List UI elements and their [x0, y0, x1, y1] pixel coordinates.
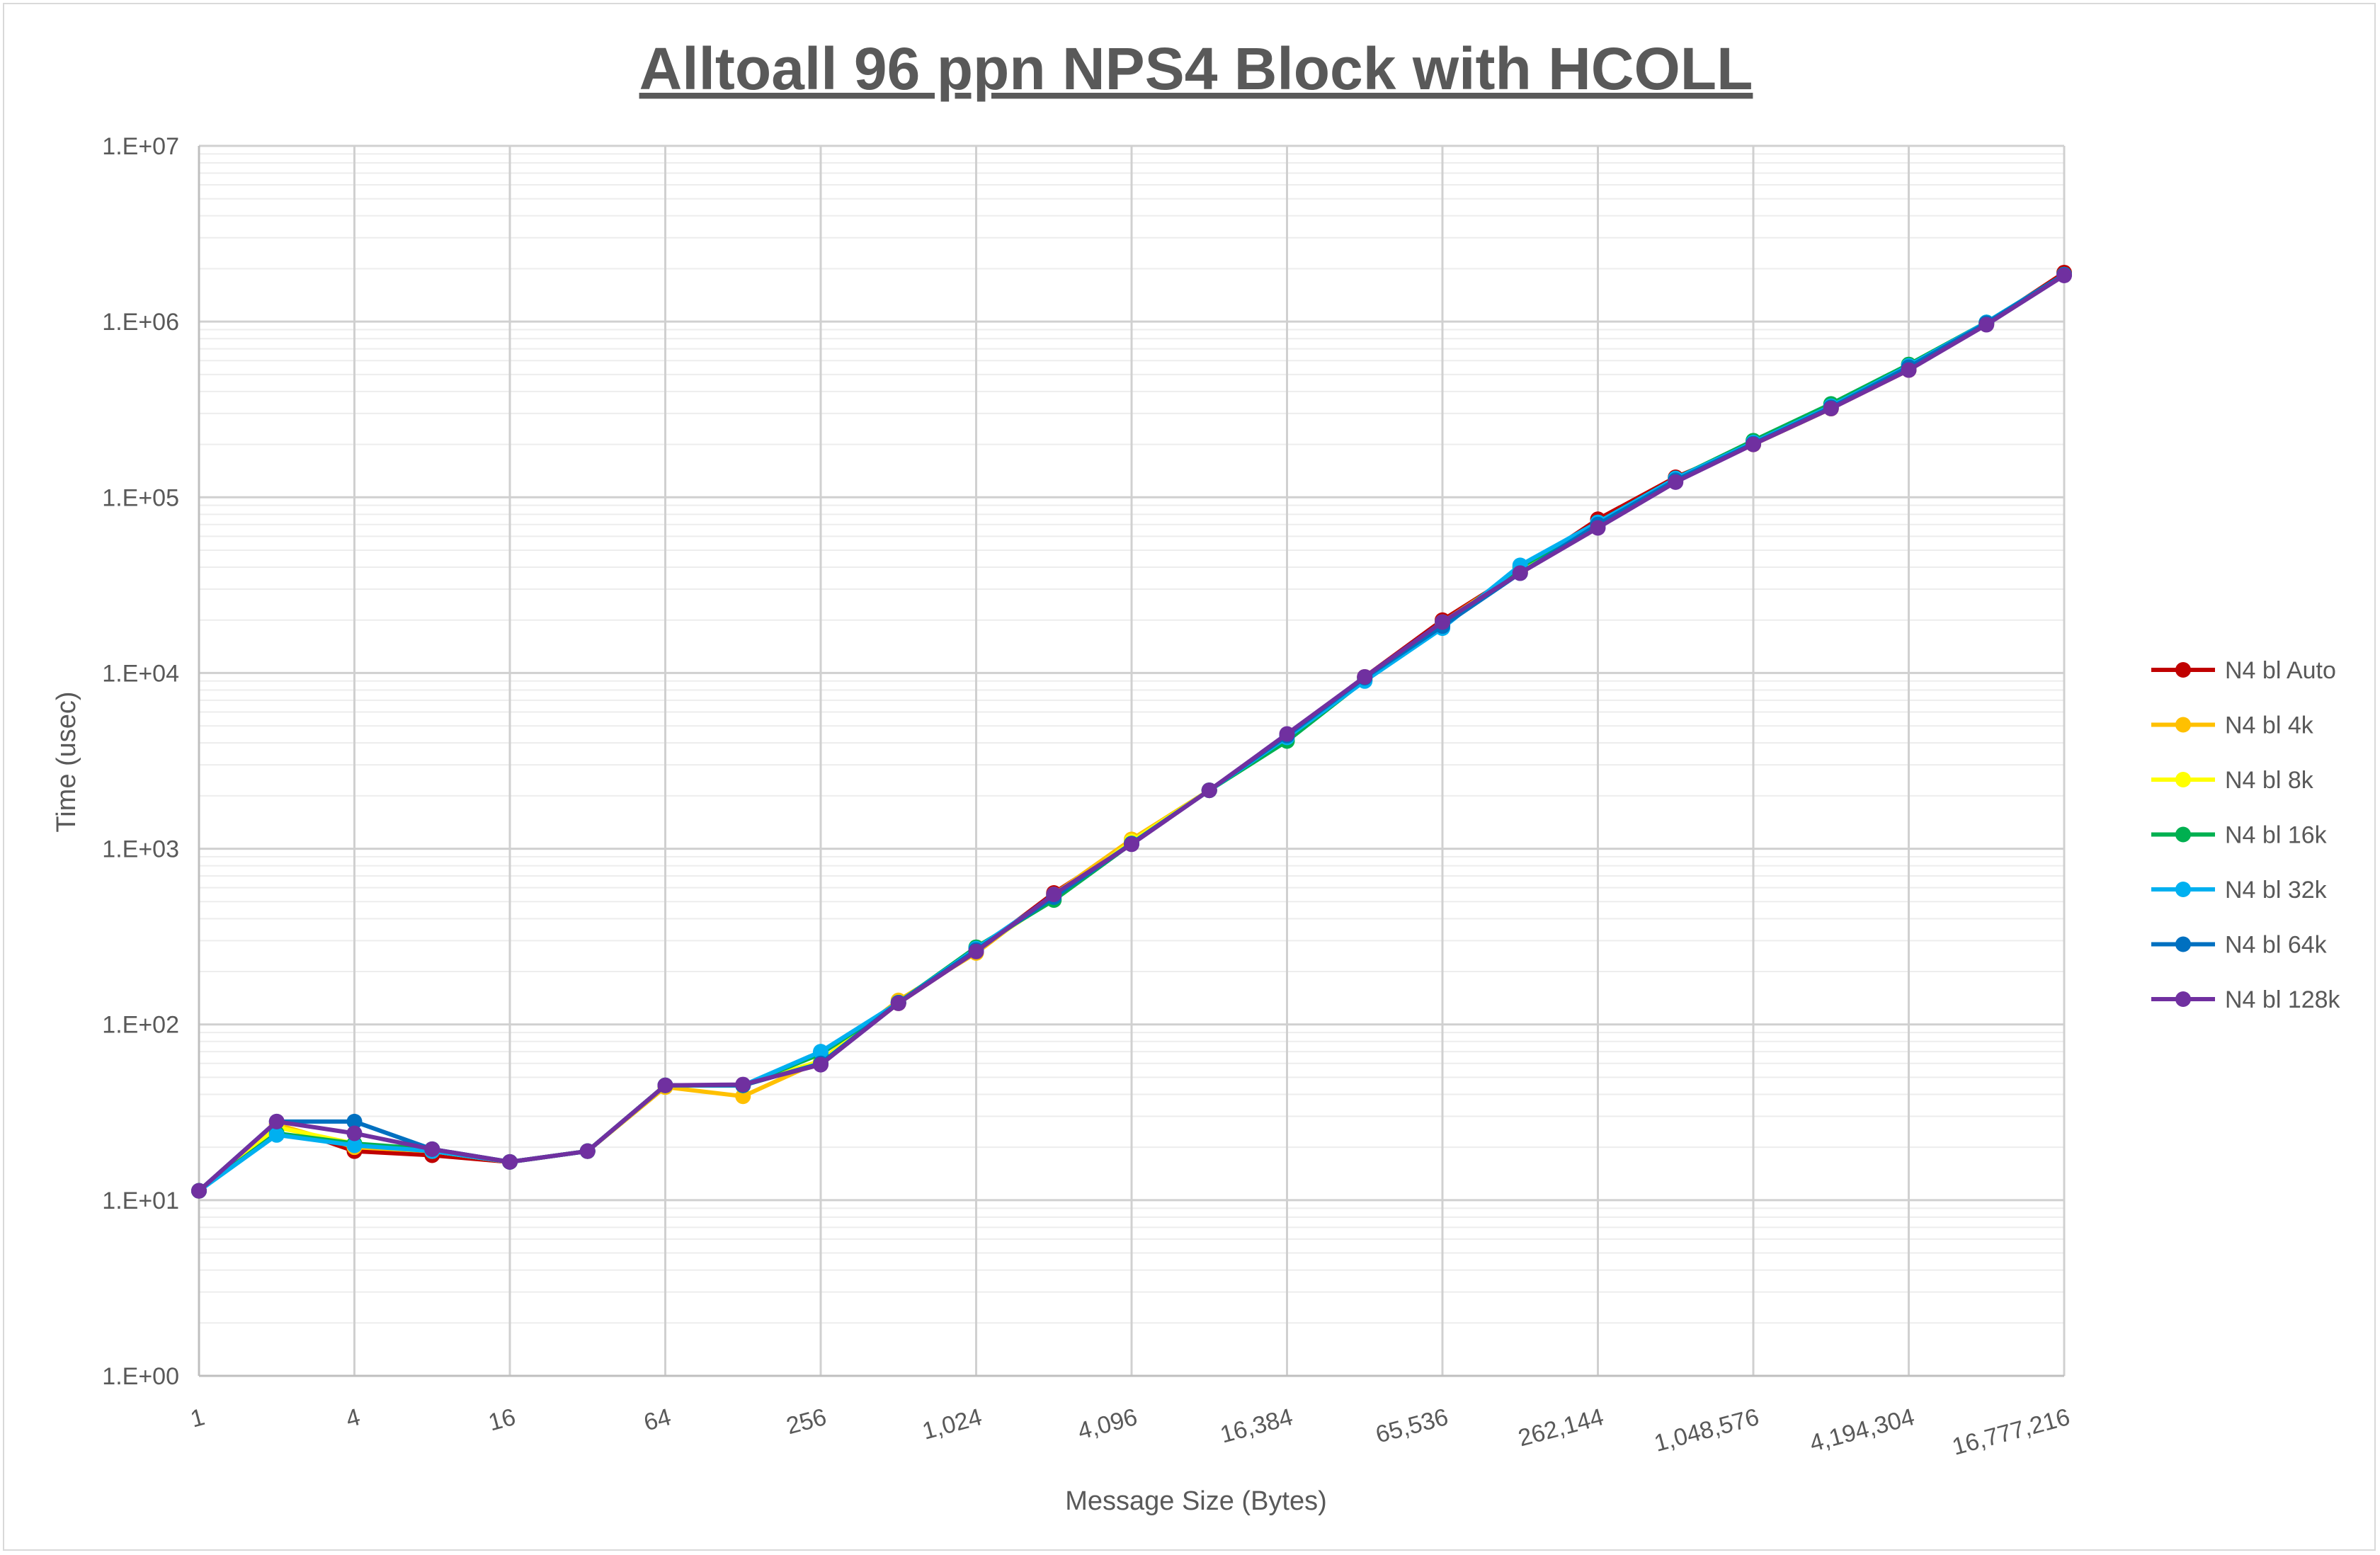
data-point — [1279, 726, 1295, 742]
legend: N4 bl Auto N4 bl 4k N4 bl 8k N4 bl 16k N4 bl… — [2151, 657, 2341, 1013]
legend-label: N4 bl 4k — [2225, 712, 2314, 739]
data-point — [1046, 886, 1062, 902]
y-axis-title: Time (usec) — [52, 691, 81, 832]
y-tick-label: 1.E+00 — [102, 1363, 179, 1390]
x-axis-title: Message Size (Bytes) — [1065, 1486, 1327, 1516]
legend-label: N4 bl 64k — [2225, 932, 2328, 959]
series-layer — [191, 264, 2072, 1199]
data-point — [1590, 520, 1606, 536]
data-point — [579, 1143, 596, 1159]
legend-entry: N4 bl 16k — [2151, 822, 2328, 849]
legend-entry: N4 bl Auto — [2151, 657, 2336, 684]
legend-entry: N4 bl 32k — [2151, 877, 2328, 904]
data-point — [813, 1056, 829, 1073]
y-tick-label: 1.E+01 — [102, 1187, 179, 1214]
x-tick-label: 4,194,304 — [1807, 1403, 1918, 1457]
data-point — [1201, 782, 1217, 799]
legend-marker — [2175, 662, 2191, 678]
data-point — [813, 1044, 829, 1060]
data-point — [268, 1127, 285, 1143]
y-tick-label: 1.E+07 — [102, 133, 179, 160]
x-tick-label: 16,777,216 — [1949, 1403, 2073, 1461]
data-point — [1746, 436, 1761, 452]
y-tick-label: 1.E+03 — [102, 836, 179, 863]
x-tick-label: 65,536 — [1373, 1403, 1451, 1449]
x-tick-label: 1,048,576 — [1651, 1403, 1762, 1457]
legend-label: N4 bl Auto — [2225, 657, 2336, 684]
legend-entry: N4 bl 8k — [2151, 767, 2314, 794]
x-tick-label: 16 — [486, 1403, 518, 1436]
data-point — [191, 1183, 207, 1199]
data-point — [502, 1154, 518, 1170]
y-tick-label: 1.E+05 — [102, 484, 179, 511]
legend-marker — [2175, 936, 2191, 952]
legend-label: N4 bl 32k — [2225, 877, 2328, 904]
x-tick-label: 64 — [641, 1403, 673, 1436]
legend-entry: N4 bl 64k — [2151, 932, 2328, 959]
data-point — [1512, 565, 1528, 581]
data-point — [735, 1088, 751, 1105]
data-point — [268, 1113, 285, 1129]
y-tick-label: 1.E+06 — [102, 309, 179, 336]
x-tick-label: 1,024 — [920, 1403, 985, 1445]
legend-label: N4 bl 128k — [2225, 986, 2341, 1013]
legend-entry: N4 bl 4k — [2151, 712, 2314, 739]
x-tick-label: 256 — [783, 1403, 829, 1440]
y-tick-label: 1.E+02 — [102, 1012, 179, 1039]
legend-marker — [2175, 991, 2191, 1007]
chart-title: Alltoall 96 ppn NPS4 Block with HCOLL — [639, 35, 1753, 102]
grid-layer — [198, 144, 2066, 1377]
line-chart: 1.E+00 1.E+01 1.E+02 1.E+03 1.E+04 1.E+05 1.E+… — [52, 35, 2341, 1516]
legend-marker — [2175, 717, 2191, 733]
data-point — [1435, 614, 1450, 630]
data-point — [1357, 668, 1373, 685]
legend-marker — [2175, 826, 2191, 843]
data-point — [890, 995, 906, 1011]
data-point — [1668, 474, 1684, 490]
data-point — [1901, 362, 1917, 378]
data-point — [1124, 836, 1139, 853]
legend-entry: N4 bl 128k — [2151, 986, 2341, 1013]
data-point — [735, 1076, 751, 1093]
data-point — [1823, 400, 1839, 416]
data-point — [1978, 317, 1995, 333]
axis-layer: 1.E+00 1.E+01 1.E+02 1.E+03 1.E+04 1.E+05 1.E+… — [102, 133, 2073, 1461]
data-point — [346, 1137, 363, 1154]
data-point — [346, 1113, 363, 1129]
data-point — [2056, 268, 2072, 284]
legend-label: N4 bl 16k — [2225, 822, 2328, 849]
legend-label: N4 bl 8k — [2225, 767, 2314, 794]
legend-marker — [2175, 882, 2191, 897]
data-point — [424, 1141, 440, 1157]
y-tick-label: 1.E+04 — [102, 660, 179, 687]
data-point — [346, 1125, 363, 1141]
x-tick-label: 1 — [188, 1403, 207, 1433]
series-n4-bl-128k — [191, 268, 2072, 1199]
data-point — [657, 1077, 673, 1093]
data-point — [968, 943, 984, 959]
chart-frame: 1.E+00 1.E+01 1.E+02 1.E+03 1.E+04 1.E+05 1.E+… — [3, 3, 2376, 1551]
x-tick-label: 262,144 — [1515, 1403, 1607, 1452]
x-tick-label: 4 — [343, 1403, 363, 1433]
x-tick-label: 16,384 — [1217, 1403, 1295, 1449]
legend-marker — [2175, 772, 2191, 787]
x-tick-label: 4,096 — [1075, 1403, 1140, 1445]
